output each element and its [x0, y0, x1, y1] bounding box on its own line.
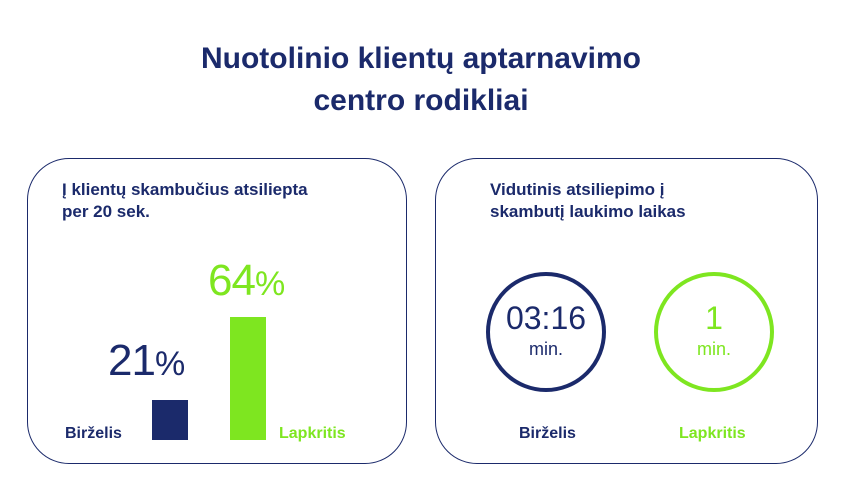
- wait-category-lapkritis: Lapkritis: [679, 425, 746, 442]
- page-title: Nuotolinio klientų aptarnavimo centro ro…: [0, 38, 842, 122]
- value-unit-birzelis: %: [154, 345, 185, 383]
- value-number-birzelis: 21: [108, 336, 156, 385]
- value-label-birzelis: 21%: [108, 336, 185, 386]
- wait-category-birzelis: Birželis: [519, 425, 576, 442]
- page-title-line2: centro rodikliai: [313, 84, 529, 117]
- waiting-time-title: Vidutinis atsiliepimo į skambutį laukimo…: [490, 179, 810, 223]
- page-title-line1: Nuotolinio klientų aptarnavimo: [200, 42, 642, 75]
- wait-value-birzelis: 03:16: [505, 300, 587, 336]
- answered-calls-title-line2: per 20 sek.: [62, 202, 150, 221]
- answered-calls-title: Į klientų skambučius atsiliepta per 20 s…: [62, 179, 382, 223]
- value-unit-lapkritis: %: [254, 265, 285, 303]
- wait-unit-birzelis: min.: [528, 339, 563, 359]
- category-label-lapkritis: Lapkritis: [279, 425, 346, 442]
- category-label-birzelis: Birželis: [65, 425, 122, 442]
- value-label-lapkritis: 64%: [208, 256, 285, 306]
- wait-circle-birzelis: 03:16 min.: [486, 272, 606, 392]
- answered-calls-card: Į klientų skambučius atsiliepta per 20 s…: [27, 158, 407, 464]
- wait-value-lapkritis: 1: [705, 300, 723, 336]
- answered-calls-title-line1: Į klientų skambučius atsiliepta: [62, 180, 308, 199]
- wait-circle-lapkritis: 1 min.: [654, 272, 774, 392]
- value-number-lapkritis: 64: [208, 256, 256, 305]
- waiting-time-title-line1: Vidutinis atsiliepimo į: [490, 180, 665, 199]
- waiting-time-card: Vidutinis atsiliepimo į skambutį laukimo…: [435, 158, 818, 464]
- wait-unit-lapkritis: min.: [696, 339, 731, 359]
- waiting-time-title-line2: skambutį laukimo laikas: [490, 202, 686, 221]
- bar-birzelis: [152, 400, 188, 440]
- bar-lapkritis: [230, 317, 266, 440]
